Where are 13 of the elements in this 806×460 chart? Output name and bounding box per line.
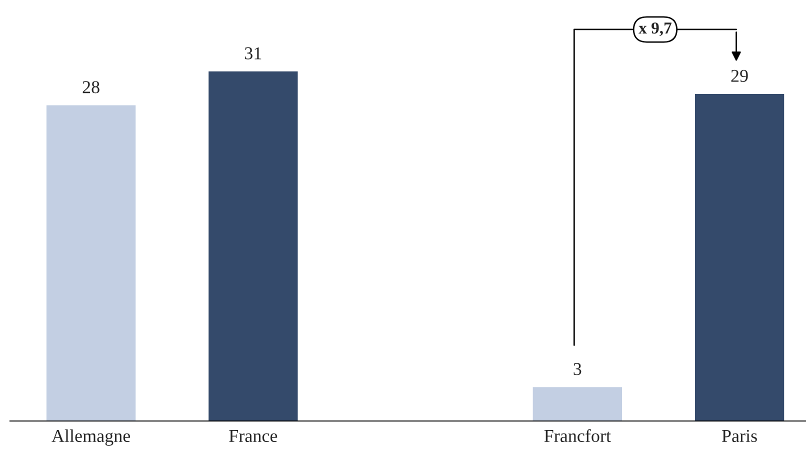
data-label: 3 (574, 363, 582, 376)
bar (208, 71, 298, 421)
data-label: 28 (82, 81, 100, 94)
text: x 9,7 (638, 22, 672, 36)
bar (694, 94, 784, 421)
x-tick-label: Allemagne (52, 429, 130, 446)
x-tick-label: Francfort (544, 429, 611, 442)
bar (532, 387, 622, 421)
data-label: 31 (245, 47, 262, 60)
data-label: 29 (731, 70, 748, 82)
x-tick-label: Paris (722, 430, 757, 442)
x-tick-label: France (229, 430, 278, 442)
bar (46, 105, 136, 421)
